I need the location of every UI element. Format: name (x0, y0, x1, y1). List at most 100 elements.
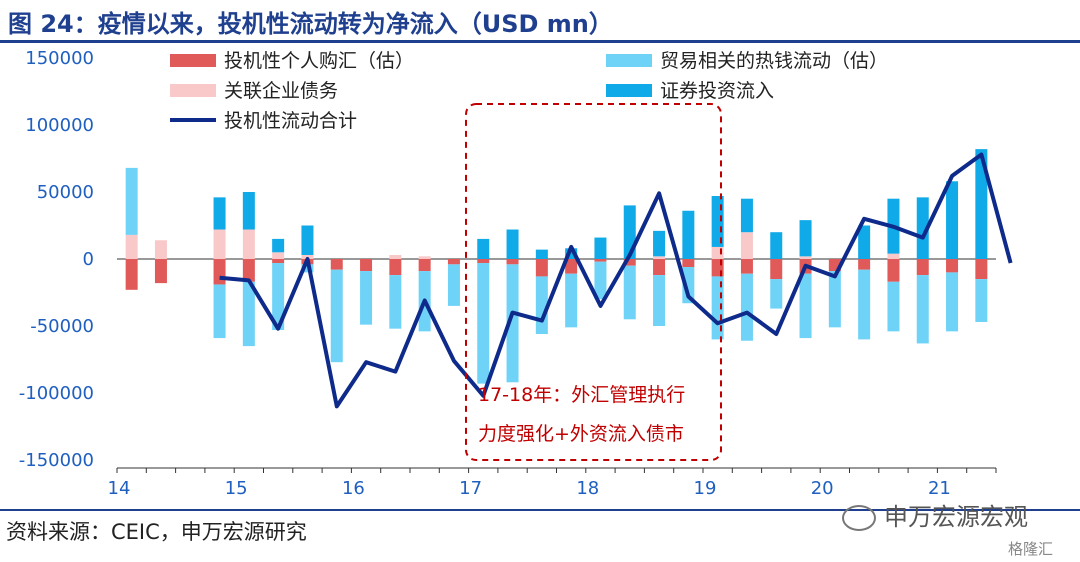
x-tick-label: 15 (225, 478, 248, 499)
bar-segment (740, 259, 753, 274)
bar-segment (916, 275, 929, 344)
legend-label: 投机性个人购汇（估） (224, 50, 414, 72)
footer-rule (0, 509, 1080, 511)
source-note: 资料来源：CEIC，申万宏源研究 (6, 520, 307, 544)
bar-segment (213, 259, 226, 285)
bar-segment (477, 259, 490, 264)
bar-segment (623, 259, 636, 266)
bar-segment (682, 259, 695, 268)
legend-swatch (170, 54, 216, 67)
bar-segment (594, 261, 607, 300)
bar-segment (125, 234, 138, 259)
x-tick-label: 16 (342, 478, 365, 499)
bar-segment (477, 263, 490, 384)
chart-title: 图 24：疫情以来，投机性流动转为净流入（USD mn） (8, 10, 613, 38)
bar-segment (565, 273, 578, 328)
bar-segment (594, 237, 607, 259)
bar-segment (653, 230, 666, 257)
x-tick-label: 18 (576, 478, 599, 499)
bar-segment (360, 271, 373, 325)
watermark: 申万宏源宏观 (842, 497, 1028, 532)
bar-segment (799, 220, 812, 257)
bar-segment (330, 269, 343, 363)
total-line (219, 152, 1013, 409)
bar-segment (770, 232, 783, 259)
bar-segment (418, 256, 431, 259)
bar-segment (887, 259, 900, 282)
bar-segment (213, 197, 226, 230)
bar-segment (272, 263, 285, 331)
bar-segment (125, 167, 138, 235)
legend-swatch (170, 84, 216, 97)
bar-segment (770, 259, 783, 280)
bar-segment (242, 259, 255, 282)
legend-label: 关联企业债务 (224, 80, 338, 102)
bar-segment (242, 281, 255, 347)
bar-segment (653, 275, 666, 326)
y-tick-label: -100000 (19, 383, 94, 404)
y-tick-label: -50000 (30, 316, 94, 337)
x-axis: 14 15 16 17 18 19 20 21 (108, 258, 997, 499)
annotation-frame (465, 103, 722, 461)
bar-segment (418, 259, 431, 272)
bar-segment (477, 238, 490, 259)
x-tick-label: 21 (928, 478, 951, 499)
bar-segment (242, 192, 255, 230)
bar-segment (946, 259, 959, 273)
bar-segment (125, 259, 138, 290)
legend-swatch (606, 54, 652, 67)
bar-segment (682, 210, 695, 259)
legend-label: 证券投资流入 (660, 80, 774, 102)
bar-segment (653, 256, 666, 259)
title-bar: 图 24：疫情以来，投机性流动转为净流入（USD mn） (0, 0, 1080, 43)
y-axis: 150000 100000 50000 0 -50000 -100000 -150000 (19, 48, 94, 471)
bar-segment (887, 281, 900, 332)
bar-segment (799, 273, 812, 339)
bar-segment (506, 259, 519, 265)
bar-segment (360, 259, 373, 272)
x-tick-label: 14 (108, 478, 131, 499)
bar-segment (535, 249, 548, 259)
legend-label: 投机性流动合计 (224, 110, 357, 132)
bar-segment (975, 279, 988, 322)
bar-segment (565, 259, 578, 274)
bar-segment (916, 259, 929, 276)
bar-segment (623, 265, 636, 320)
bar-segment (799, 256, 812, 259)
bar-segment (272, 238, 285, 253)
annotation-box: 17-18年：外汇管理执行 力度强化+外资流入债市 (465, 103, 722, 461)
bar-segment (506, 229, 519, 259)
bar-segment (447, 264, 460, 306)
bar-segment (653, 259, 666, 276)
bar-segment (272, 259, 285, 264)
bar-segment (213, 229, 226, 259)
bar-segment (682, 267, 695, 304)
bar-segment (330, 259, 343, 270)
bar-segment (301, 254, 314, 259)
y-tick-label: -150000 (19, 450, 94, 471)
y-tick-label: 150000 (25, 48, 94, 69)
legend: 投机性个人购汇（估） 贸易相关的热钱流动（估） 关联企业债务 证券投资流入投机性流动合… (170, 50, 888, 132)
legend-label: 贸易相关的热钱流动（估） (660, 50, 888, 72)
bar-segment (828, 271, 841, 328)
watermark-secondary: 格隆汇 (1008, 540, 1054, 558)
bar-segment (858, 259, 871, 270)
bar-segment (740, 273, 753, 341)
bar-segment (916, 197, 929, 259)
legend-swatch (606, 84, 652, 97)
bar-segment (975, 259, 988, 280)
wechat-icon (842, 505, 876, 531)
bar-segment (154, 259, 167, 284)
bar-segment (565, 248, 578, 259)
bar-segment (946, 272, 959, 332)
bar-segment (858, 269, 871, 340)
bars (125, 149, 988, 384)
watermark-text: 申万宏源宏观 (884, 503, 1028, 531)
bar-segment (301, 225, 314, 255)
bar-segment (154, 240, 167, 259)
title-rule (0, 40, 1080, 43)
annotation-line2: 力度强化+外资流入债市 (478, 423, 684, 445)
bar-segment (975, 149, 988, 259)
y-tick-label: 50000 (37, 182, 94, 203)
x-tick-label: 17 (459, 478, 482, 499)
